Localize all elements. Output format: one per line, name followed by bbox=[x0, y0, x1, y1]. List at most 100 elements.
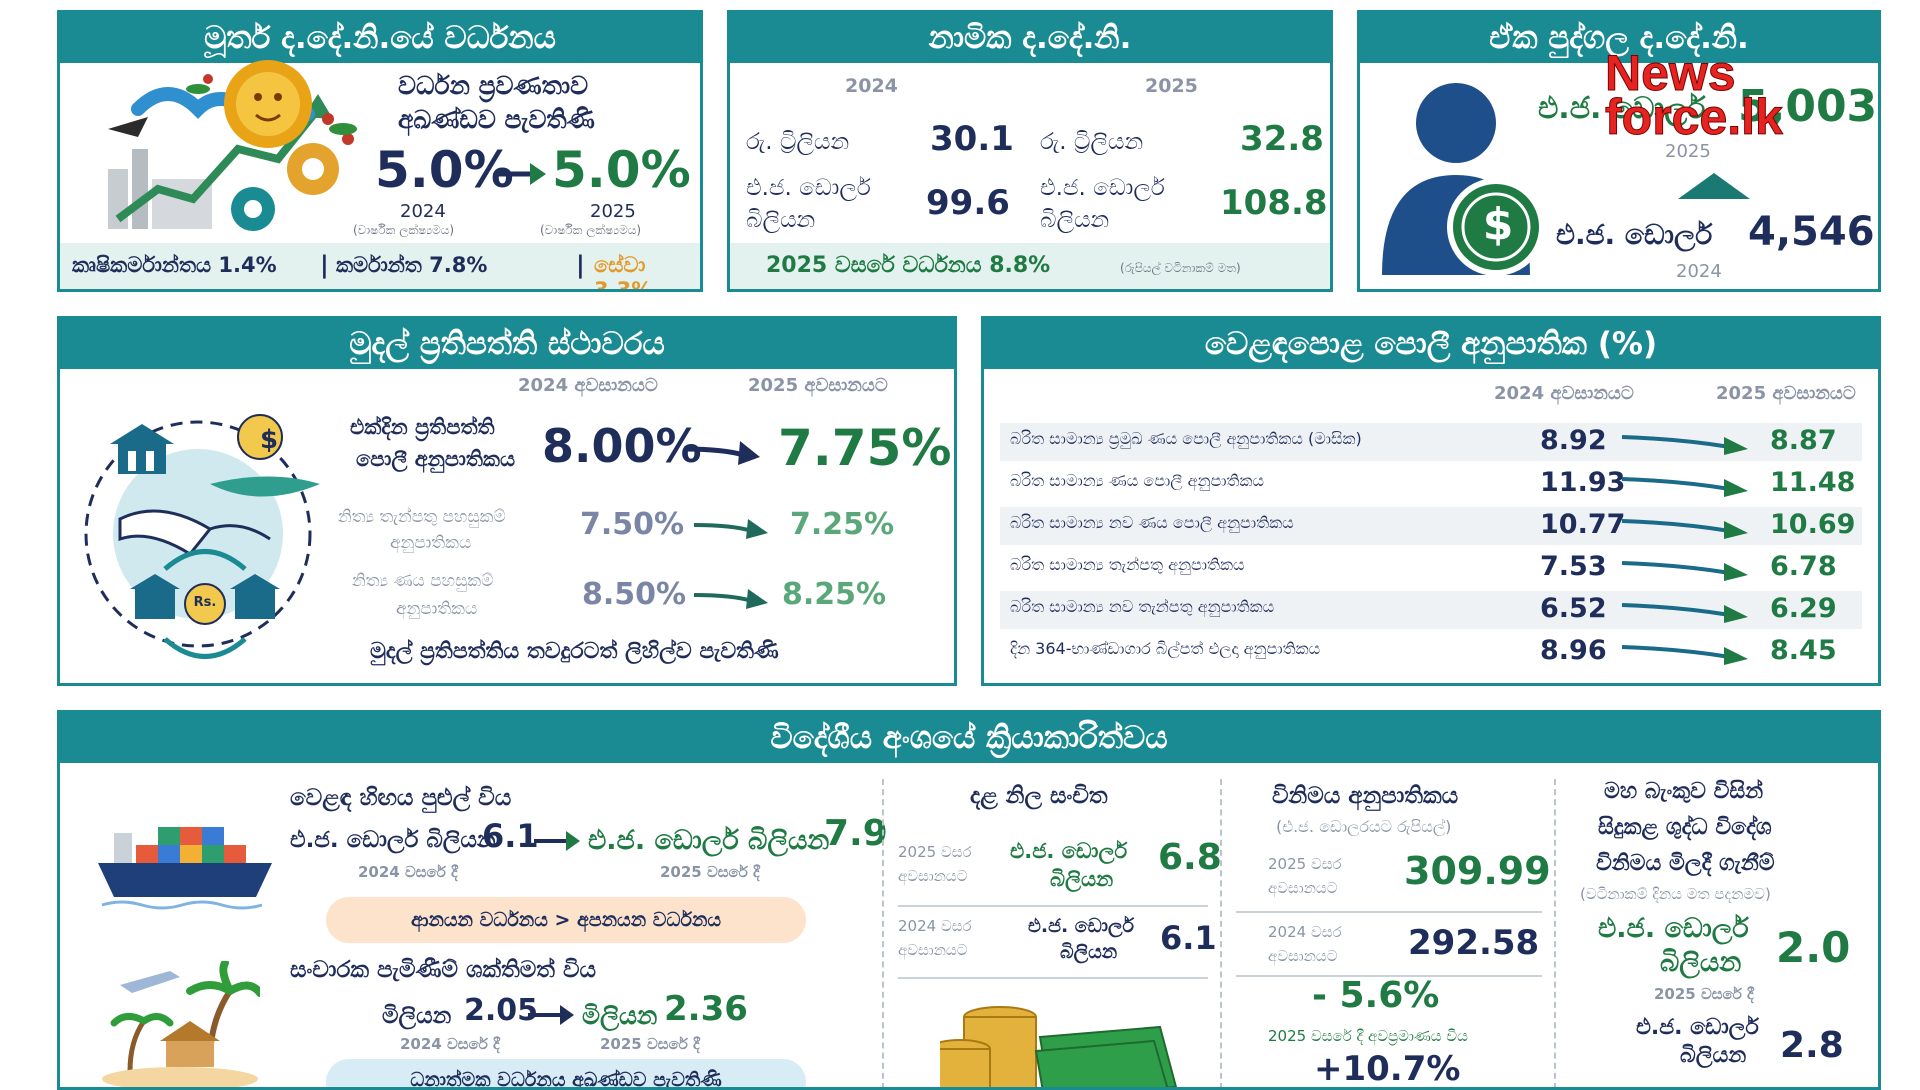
coins-and-cash-icon bbox=[940, 1006, 1178, 1087]
external-title: විදේශීය අංශයේ ක්‍රියාකාරිත්වය bbox=[60, 713, 1878, 763]
rate-2024: 8.96 bbox=[1540, 635, 1607, 666]
slfr-2025: 8.25% bbox=[782, 577, 887, 612]
opr-2024: 8.00% bbox=[542, 419, 702, 473]
fx-2024-label-l1: 2024 වසර bbox=[1268, 923, 1342, 941]
cb-unit-2025-l1: එ.ජ. ඩොලර් bbox=[1598, 913, 1749, 944]
cb-title-line3: විනිමය මිලදී ගැනීම් bbox=[1596, 851, 1775, 876]
rate-label: බරිත සාමාන්‍ය තැන්පතු අනුපාතිකය bbox=[1010, 555, 1245, 574]
monetary-dollar-icon: $ bbox=[259, 425, 279, 455]
per-capita-2024: 4,546 bbox=[1748, 209, 1875, 255]
rate-2025: 6.78 bbox=[1770, 551, 1837, 582]
real-gdp-subtitle-line2: අඛණ්ඩව පැවතිණි bbox=[398, 105, 595, 134]
dollar-icon: $ bbox=[1482, 199, 1514, 250]
nominal-growth-note: (රුපියල් වටිනාකම් මත) bbox=[1120, 261, 1241, 275]
fx-2024: 292.58 bbox=[1408, 923, 1540, 963]
tourism-year-2024: 2024 වසරේ දී bbox=[400, 1035, 500, 1053]
rate-label: දින 364-භාණ්ඩාගාර බිල්පත් එලදා අනුපාතිකය bbox=[1010, 639, 1321, 658]
per-capita-title: ඒක පුද්ගල ද.දේ.නි. bbox=[1360, 13, 1878, 63]
fx-2025-label-l1: 2025 වසර bbox=[1268, 855, 1342, 873]
reserves-2025-unit-l1: එ.ජ. ඩොලර් bbox=[1010, 839, 1128, 863]
fx-2024-label-l2: අවසානයට bbox=[1268, 947, 1338, 965]
arrow-right-icon bbox=[693, 589, 768, 609]
per-capita-usd-prefix-2024: එ.ජ. ඩොලර් bbox=[1556, 218, 1713, 251]
slfr-2024: 8.50% bbox=[582, 577, 687, 612]
cb-2024: 2.8 bbox=[1780, 1025, 1844, 1066]
real-gdp-note-2024: (වාර්ෂික ලක්ෂ්‍යමය) bbox=[353, 223, 455, 237]
nominal-usd-2024: 99.6 bbox=[926, 183, 1010, 223]
trade-2024: 6.1 bbox=[482, 817, 539, 855]
real-gdp-2024-value: 5.0% bbox=[375, 141, 514, 199]
sdfr-label-line1: නිත්‍ය තැන්පතු පහසුකම් bbox=[338, 507, 506, 527]
sector-agriculture: කෘෂිකර්මාන්තය 1.4% bbox=[72, 253, 277, 277]
trade-2025: 7.9 bbox=[824, 813, 888, 854]
arrow-right-icon bbox=[528, 1005, 574, 1025]
rate-2024: 6.52 bbox=[1540, 593, 1607, 624]
rate-label: බරිත සාමාන්‍ය නව ණය පොලී අනුපාතිකය bbox=[1010, 513, 1294, 532]
sdfr-label-line2: අනුපාතිකය bbox=[390, 533, 472, 553]
reserves-row-line bbox=[898, 977, 1208, 979]
fx-row-line bbox=[1236, 911, 1542, 913]
cb-note: (වටිනාකම් දිනය මත පදනමව) bbox=[1580, 885, 1771, 903]
market-rates-panel: වෙළඳපොළ පොලී අනුපාතික (%) 2024 අවසානයට 2… bbox=[981, 316, 1881, 686]
nominal-rs-2024: 30.1 bbox=[930, 119, 1014, 159]
arrow-right-icon bbox=[1621, 645, 1748, 665]
per-capita-year-2024: 2024 bbox=[1676, 261, 1722, 282]
rate-2025: 11.48 bbox=[1770, 467, 1856, 498]
monetary-illustration bbox=[84, 414, 320, 659]
reserves-2025: 6.8 bbox=[1158, 837, 1222, 878]
arrow-right-icon bbox=[1621, 603, 1748, 623]
real-gdp-2025-value: 5.0% bbox=[552, 141, 691, 199]
per-capita-usd-prefix-2025: එ.ජ. ඩොලර් bbox=[1538, 91, 1706, 126]
opr-2025: 7.75% bbox=[778, 419, 952, 477]
rates-col-2024: 2024 අවසානයට bbox=[1494, 383, 1634, 404]
reserves-2024-label-l2: අවසානයට bbox=[898, 941, 968, 959]
fx-2025-label-l2: අවසානයට bbox=[1268, 879, 1338, 897]
cb-unit-2025-l2: බිලියන bbox=[1660, 947, 1742, 978]
monetary-col-2024: 2024 අවසානයට bbox=[518, 375, 658, 396]
nominal-gdp-panel: නාමික ද.දේ.නි. 2024 2025 රු. ට්‍රිලියන 3… bbox=[727, 10, 1333, 292]
sdfr-2025: 7.25% bbox=[790, 507, 895, 542]
sector-industry: කර්මාන්ත 7.8% bbox=[336, 253, 488, 277]
opr-label-line2: පොලී අනුපාතිකය bbox=[356, 447, 516, 471]
rate-row: බරිත සාමාන්‍ය තැන්පතු අනුපාතිකය 7.53 6.78 bbox=[1000, 549, 1862, 587]
rate-2024: 11.93 bbox=[1540, 467, 1626, 498]
nominal-usd-label-2025-l2: බිලියන bbox=[1040, 207, 1110, 233]
reserves-2024-label-l1: 2024 වසර bbox=[898, 917, 972, 935]
tourism-title: සංචාරක පැමිණීම් ශක්තිමත් විය bbox=[290, 957, 597, 983]
rates-col-2025: 2025 අවසානයට bbox=[1716, 383, 1856, 404]
reserves-2025-unit-l2: බිලියන bbox=[1050, 867, 1114, 891]
sector-services: සේවා 3.3% bbox=[594, 253, 653, 292]
sector-separator: | bbox=[576, 251, 585, 279]
nominal-usd-2025: 108.8 bbox=[1220, 183, 1328, 223]
divider bbox=[1554, 779, 1556, 1087]
rate-2025: 10.69 bbox=[1770, 509, 1856, 540]
real-gdp-note-2025: (වාර්ෂික ලක්ෂ්‍යමය) bbox=[540, 223, 642, 237]
real-gdp-subtitle-line1: වර්ධන ප්‍රවණතාව bbox=[398, 71, 589, 100]
trade-prefix-2025: එ.ජ. ඩොලර් බිලියන bbox=[588, 825, 830, 856]
person-icon bbox=[1382, 83, 1545, 276]
rate-row: බරිත සාමාන්‍ය නව ණය පොලී අනුපාතිකය 10.77 1… bbox=[1000, 507, 1862, 545]
fx-change-2: +10.7% bbox=[1314, 1049, 1461, 1089]
slfr-label-line1: නිත්‍ය ණය පහසුකම් bbox=[352, 571, 494, 591]
rate-2024: 10.77 bbox=[1540, 509, 1626, 540]
slfr-label-line2: අනුපාතිකය bbox=[396, 599, 478, 619]
reserves-2024: 6.1 bbox=[1160, 919, 1217, 957]
arrow-right-icon bbox=[494, 163, 546, 185]
nominal-usd-label-2024-l1: එ.ජ. ඩොලර් bbox=[746, 175, 871, 201]
fx-title: විනිමය අනුපාතිකය bbox=[1272, 783, 1459, 809]
arrow-right-icon bbox=[693, 519, 768, 539]
fx-subtitle: (එ.ජ. ඩොලරයට රුපියල්) bbox=[1276, 817, 1452, 836]
reserves-2025-label-l2: අවසානයට bbox=[898, 867, 968, 885]
arrow-right-icon bbox=[1621, 561, 1748, 581]
opr-label-line1: එක්දින ප්‍රතිපත්ති bbox=[350, 415, 495, 439]
monetary-footer: මුදල් ප්‍රතිපත්තිය තවදුරටත් ලිහිල්ව පැවත… bbox=[370, 639, 779, 664]
trade-year-2024: 2024 වසරේ දී bbox=[358, 863, 458, 881]
arrow-right-icon bbox=[1621, 477, 1748, 497]
reserves-2024-unit-l1: එ.ජ. ඩොලර් bbox=[1028, 915, 1135, 937]
rate-2025: 6.29 bbox=[1770, 593, 1837, 624]
fx-row-line bbox=[1236, 975, 1542, 977]
cargo-ship-icon bbox=[98, 827, 272, 910]
rate-row: බරිත සාමාන්‍ය ප්‍රමුඛ ණය පොලී අනුපාතිකය … bbox=[1000, 423, 1862, 461]
cb-unit-2024-l2: බිලියන bbox=[1680, 1043, 1747, 1068]
monetary-rs-icon: Rs. bbox=[193, 595, 217, 610]
